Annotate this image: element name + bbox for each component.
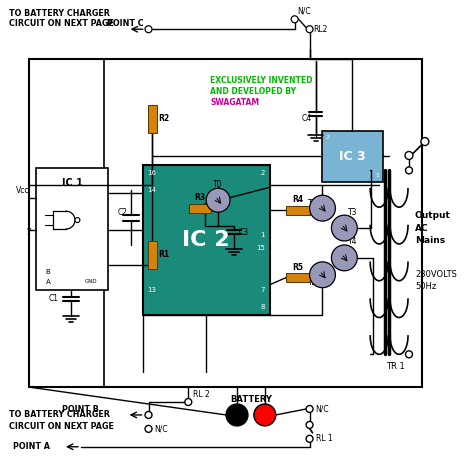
Text: RL2: RL2 bbox=[313, 25, 328, 34]
Text: Output: Output bbox=[415, 210, 451, 219]
Text: 16: 16 bbox=[147, 170, 156, 176]
Text: A: A bbox=[46, 279, 51, 285]
Circle shape bbox=[421, 137, 429, 146]
Circle shape bbox=[331, 215, 357, 241]
Circle shape bbox=[185, 399, 192, 405]
Text: Mains: Mains bbox=[415, 237, 445, 246]
Text: R4: R4 bbox=[292, 195, 303, 204]
Text: AND DEVELOPED BY: AND DEVELOPED BY bbox=[210, 87, 296, 96]
Text: CIRCUIT ON NEXT PAGE: CIRCUIT ON NEXT PAGE bbox=[9, 422, 114, 431]
Text: C1: C1 bbox=[49, 294, 59, 303]
Bar bbox=[148, 105, 157, 133]
Circle shape bbox=[310, 195, 336, 221]
Text: 1: 1 bbox=[260, 232, 265, 238]
Circle shape bbox=[145, 411, 152, 419]
Text: 2: 2 bbox=[260, 170, 265, 176]
Text: RL 1: RL 1 bbox=[316, 434, 332, 443]
Text: R3: R3 bbox=[195, 193, 206, 202]
Circle shape bbox=[145, 425, 152, 432]
Text: 50Hz: 50Hz bbox=[415, 282, 436, 291]
Text: 2: 2 bbox=[326, 135, 329, 140]
Text: IC 3: IC 3 bbox=[339, 150, 365, 163]
Text: R1: R1 bbox=[158, 250, 170, 259]
Text: R2: R2 bbox=[158, 114, 170, 123]
Text: 230VOLTS: 230VOLTS bbox=[415, 270, 457, 279]
Text: EXCLUSIVELY INVENTED: EXCLUSIVELY INVENTED bbox=[210, 76, 313, 85]
Circle shape bbox=[306, 435, 313, 442]
Text: T0: T0 bbox=[213, 180, 223, 189]
Text: -: - bbox=[234, 408, 240, 422]
Bar bbox=[36, 168, 108, 290]
Text: 13: 13 bbox=[147, 287, 156, 292]
Text: POINT B: POINT B bbox=[62, 405, 99, 414]
Text: +: + bbox=[258, 408, 271, 422]
Text: TO BATTERY CHARGER: TO BATTERY CHARGER bbox=[9, 9, 110, 18]
Text: N/C: N/C bbox=[316, 404, 329, 413]
Circle shape bbox=[306, 405, 313, 412]
Text: AC: AC bbox=[415, 224, 428, 233]
Text: T1: T1 bbox=[308, 199, 317, 208]
Text: N/C: N/C bbox=[298, 7, 311, 16]
Bar bbox=[148, 241, 157, 269]
Text: IC 1: IC 1 bbox=[62, 178, 82, 188]
Circle shape bbox=[306, 421, 313, 428]
Text: R5: R5 bbox=[292, 263, 303, 272]
Circle shape bbox=[145, 26, 152, 33]
Circle shape bbox=[206, 188, 230, 212]
Bar bbox=[189, 204, 211, 213]
Text: IC 2: IC 2 bbox=[182, 230, 230, 250]
Circle shape bbox=[75, 218, 80, 223]
Text: GND: GND bbox=[84, 279, 97, 284]
Text: SWAGATAM: SWAGATAM bbox=[210, 98, 259, 107]
Text: BATTERY: BATTERY bbox=[230, 394, 272, 403]
Text: 14: 14 bbox=[147, 187, 156, 193]
Text: T2: T2 bbox=[308, 278, 317, 287]
Circle shape bbox=[226, 404, 248, 426]
Circle shape bbox=[291, 16, 298, 23]
Text: B: B bbox=[46, 269, 51, 275]
Text: 7: 7 bbox=[260, 287, 265, 292]
Circle shape bbox=[310, 262, 336, 288]
Text: C3: C3 bbox=[239, 228, 249, 237]
Text: T3: T3 bbox=[348, 208, 358, 217]
Text: POINT C: POINT C bbox=[107, 19, 144, 28]
Circle shape bbox=[405, 167, 412, 174]
Text: C2: C2 bbox=[118, 208, 128, 217]
Bar bbox=[143, 165, 270, 315]
Text: TO BATTERY CHARGER: TO BATTERY CHARGER bbox=[9, 410, 110, 419]
Text: C4: C4 bbox=[301, 114, 311, 123]
Bar bbox=[286, 273, 310, 282]
Text: TR 1: TR 1 bbox=[386, 362, 404, 371]
Circle shape bbox=[331, 245, 357, 271]
Bar bbox=[29, 59, 422, 387]
Text: N/C: N/C bbox=[155, 424, 168, 433]
Text: Vcc: Vcc bbox=[16, 186, 30, 195]
Circle shape bbox=[254, 404, 276, 426]
Text: 15: 15 bbox=[256, 245, 265, 251]
Text: T4: T4 bbox=[348, 237, 358, 246]
Circle shape bbox=[306, 26, 313, 33]
Bar bbox=[286, 206, 310, 215]
Text: 1: 1 bbox=[375, 173, 379, 178]
Bar bbox=[321, 131, 383, 182]
Text: CIRCUIT ON NEXT PAGE: CIRCUIT ON NEXT PAGE bbox=[9, 19, 114, 28]
Text: RL 2: RL 2 bbox=[193, 390, 210, 399]
Text: y: y bbox=[27, 226, 31, 235]
Text: 8: 8 bbox=[260, 303, 265, 310]
Circle shape bbox=[405, 152, 413, 159]
Text: POINT A: POINT A bbox=[13, 442, 50, 451]
Circle shape bbox=[405, 351, 412, 358]
